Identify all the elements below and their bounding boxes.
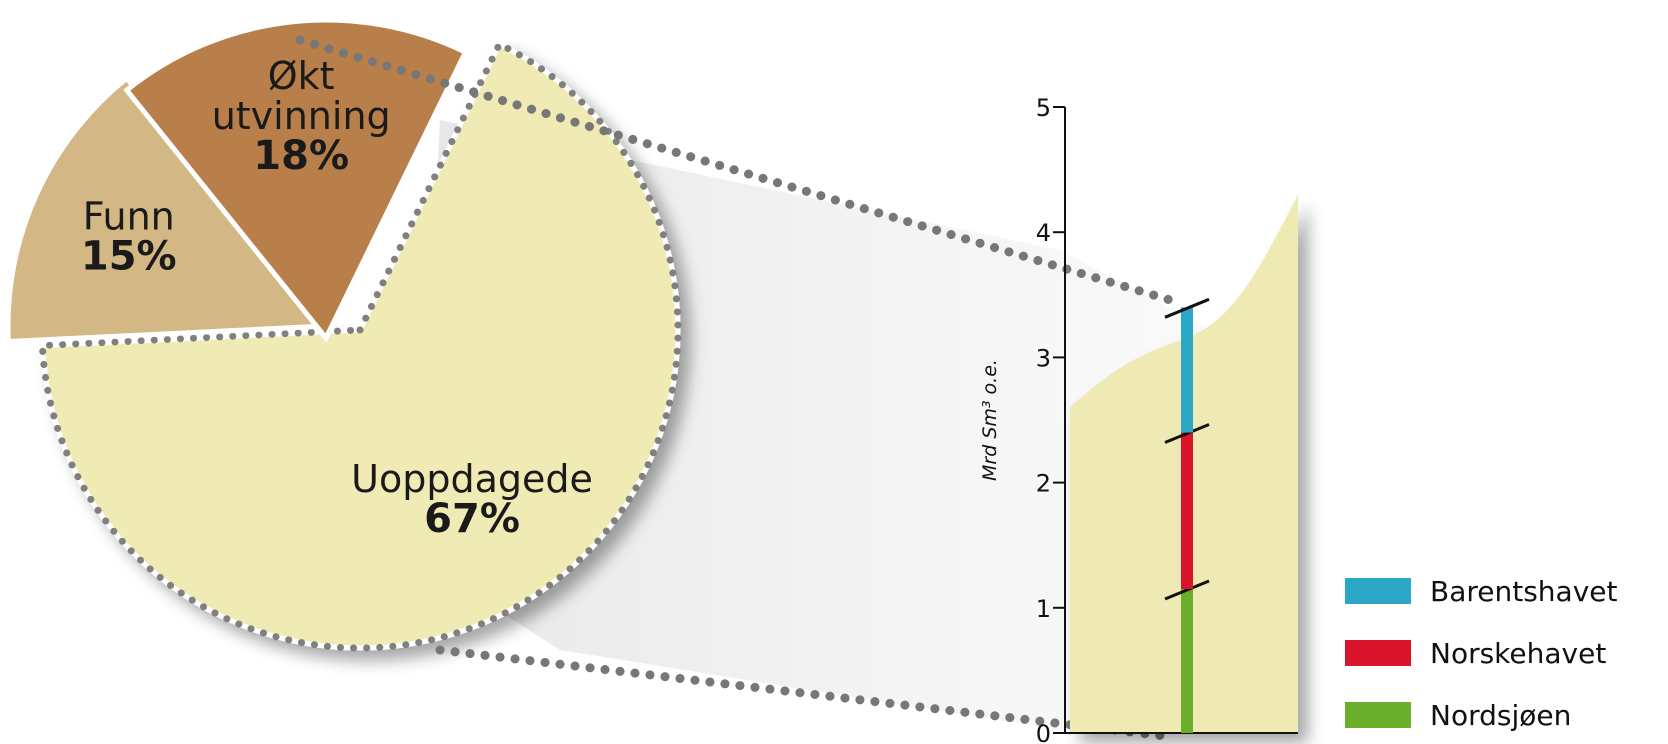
- stacked-bar-chart: 0 1 2 3 4 5 Mrd Sm³ o.e.: [979, 94, 1298, 744]
- y-tick-label: 1: [1036, 595, 1051, 623]
- legend-swatch-barentshavet: [1345, 578, 1411, 604]
- pie-label-name: utvinning: [212, 94, 391, 138]
- pie-slice-dotted-outline: [38, 39, 682, 652]
- connector-bottom-dotted: [435, 645, 1170, 741]
- bar-segment-norskehavet: [1181, 432, 1193, 590]
- segment-boundary-marker: [1164, 297, 1210, 319]
- pie-label-name: Uoppdagede: [351, 457, 593, 501]
- legend: Barentshavet Norskehavet Nordsjøen: [1345, 575, 1618, 732]
- bar-segment-nordsjøen: [1181, 589, 1193, 733]
- segment-boundary-marker: [1164, 579, 1210, 601]
- legend-swatch-norskehavet: [1345, 640, 1411, 666]
- pie-slice-økt-utvinning: [123, 17, 469, 343]
- y-tick-label: 0: [1036, 720, 1051, 744]
- pie-label-name: Økt: [268, 54, 335, 98]
- y-tick-label: 5: [1036, 94, 1051, 122]
- connector-top-dotted: [295, 35, 1175, 305]
- pie-slice-funn: [5, 74, 332, 345]
- pie-label-percent: 15%: [81, 233, 177, 279]
- segment-boundary-marker: [1164, 423, 1210, 444]
- legend-swatch-nordsjøen: [1345, 702, 1411, 728]
- y-tick-label: 4: [1036, 219, 1051, 247]
- pie-label-percent: 18%: [253, 133, 349, 179]
- y-axis-label: Mrd Sm³ o.e.: [979, 359, 1001, 481]
- legend-label-norskehavet: Norskehavet: [1430, 637, 1606, 670]
- y-tick-label: 3: [1036, 344, 1051, 372]
- y-tick-label: 2: [1036, 470, 1051, 498]
- pie-label-percent: 67%: [424, 496, 520, 542]
- legend-label-nordsjøen: Nordsjøen: [1430, 699, 1571, 732]
- bar-segment-barentshavet: [1181, 307, 1193, 433]
- pie-label-name: Funn: [83, 194, 175, 238]
- legend-label-barentshavet: Barentshavet: [1430, 575, 1618, 608]
